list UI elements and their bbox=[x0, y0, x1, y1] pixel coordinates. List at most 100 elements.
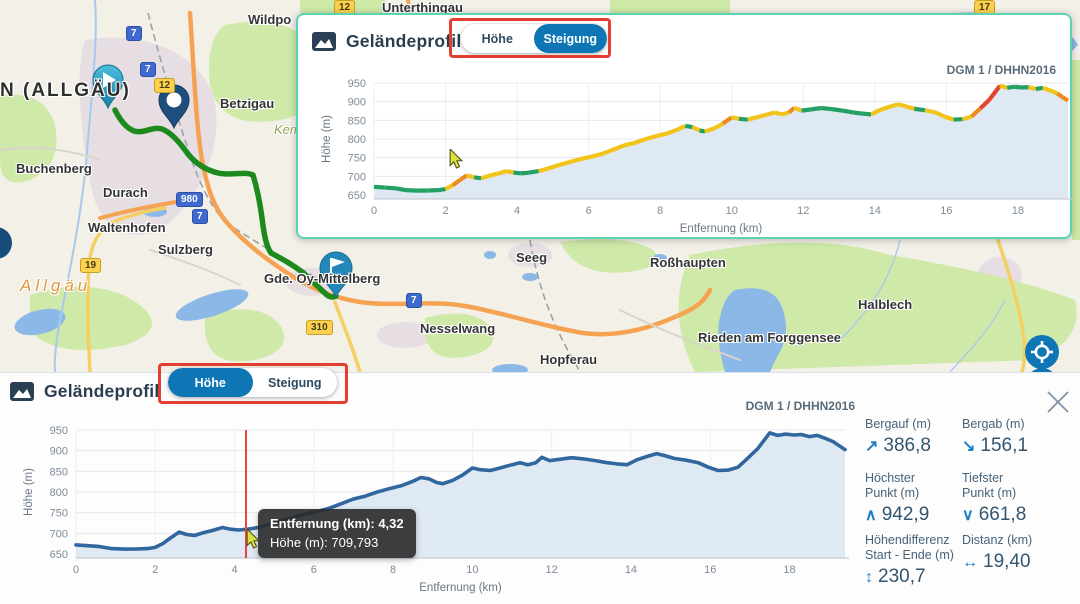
svg-text:18: 18 bbox=[1012, 205, 1024, 217]
close-panel-button[interactable] bbox=[1044, 389, 1072, 417]
map-label-halblech: Halblech bbox=[858, 297, 913, 312]
profile-mode-toggle-bottom: Höhe Steigung bbox=[168, 368, 337, 397]
svg-text:4: 4 bbox=[231, 564, 237, 576]
svg-text:800: 800 bbox=[50, 487, 68, 499]
svg-text:0: 0 bbox=[73, 564, 79, 576]
stat-value: 230,7 bbox=[878, 565, 926, 587]
map-label-betzigau: Betzigau bbox=[220, 96, 275, 111]
map-label-hopferau-south: Hopferau bbox=[540, 352, 598, 367]
svg-text:4: 4 bbox=[514, 205, 520, 217]
hoehe-tab[interactable]: Höhe bbox=[461, 24, 534, 53]
map-label-rosshaupten: Roßhaupten bbox=[650, 255, 726, 270]
terrain-profile-panel-bottom: Geländeprofil Höhe Steigung DGM 1 / DHHN… bbox=[0, 363, 1080, 604]
tooltip-elevation: Höhe (m): 709,793 bbox=[270, 535, 379, 550]
road-shield-7: 7 bbox=[192, 209, 208, 224]
svg-text:900: 900 bbox=[348, 97, 366, 109]
svg-text:12: 12 bbox=[546, 564, 558, 576]
svg-text:850: 850 bbox=[50, 466, 68, 478]
svg-text:650: 650 bbox=[50, 549, 68, 561]
svg-text:Entfernung (km): Entfernung (km) bbox=[680, 223, 763, 235]
chart-cursor-line bbox=[245, 430, 247, 558]
arrow-down-right-icon: ↘ bbox=[962, 437, 976, 455]
chart-tooltip: Entfernung (km): 4,32 Höhe (m): 709,793 bbox=[258, 509, 416, 558]
locate-button[interactable] bbox=[1025, 335, 1059, 369]
stat-hoechster-punkt: Höchster Punkt (m) ∧ 942,9 bbox=[865, 471, 961, 526]
stat-label: Bergab (m) bbox=[962, 417, 1025, 431]
svg-text:10: 10 bbox=[726, 205, 738, 217]
edge-button-partial[interactable] bbox=[0, 227, 12, 259]
map-label-rieden-am-forggensee: Rieden am Forggensee bbox=[698, 330, 842, 345]
finish-marker[interactable] bbox=[319, 251, 353, 299]
elevation-source-label: DGM 1 / DHHN2016 bbox=[745, 399, 855, 413]
svg-text:700: 700 bbox=[50, 528, 68, 540]
svg-text:12: 12 bbox=[797, 205, 809, 217]
urban-area bbox=[508, 243, 552, 267]
stat-tiefster-punkt: Tiefster Punkt (m) ∨ 661,8 bbox=[962, 471, 1058, 526]
map-label-allgaeu: Allgäu bbox=[20, 276, 92, 295]
svg-text:18: 18 bbox=[783, 564, 795, 576]
stat-label: Bergauf (m) bbox=[865, 417, 931, 431]
steigung-tab[interactable]: Steigung bbox=[253, 368, 338, 397]
stat-value: 661,8 bbox=[978, 503, 1027, 525]
svg-text:2: 2 bbox=[152, 564, 158, 576]
svg-text:14: 14 bbox=[625, 564, 637, 576]
map-label-seeg: Seeg bbox=[516, 250, 548, 265]
panel-title: Geländeprofil bbox=[44, 381, 160, 401]
chevron-down-icon: ∨ bbox=[962, 506, 974, 524]
stat-value: 19,40 bbox=[983, 550, 1031, 572]
map-label-durach: Durach bbox=[103, 185, 148, 200]
image-icon bbox=[10, 381, 34, 401]
start-marker[interactable] bbox=[92, 64, 124, 110]
slope-profile-chart[interactable]: 0 2 4 6 8 10 12 14 16 18 650 700 750 800 850 900 950 Entf… bbox=[298, 15, 1074, 241]
svg-text:Höhe (m): Höhe (m) bbox=[23, 468, 35, 516]
flag-icon bbox=[330, 258, 345, 276]
hoehe-tab[interactable]: Höhe bbox=[168, 368, 253, 397]
terrain-profile-panel-top: Geländeprofil Höhe Steigung DGM 1 / DHHN… bbox=[296, 13, 1072, 239]
stat-bergab: Bergab (m) ↘ 156,1 bbox=[962, 417, 1058, 457]
map-label-gde-oy-mittelberg: Gde. Oy-Mittelberg bbox=[264, 271, 381, 286]
stat-label: Tiefster Punkt (m) bbox=[962, 471, 1017, 500]
waypoint-dot-icon bbox=[166, 92, 182, 108]
map-label-nesselwang: Nesselwang bbox=[420, 321, 496, 336]
svg-text:8: 8 bbox=[657, 205, 663, 217]
svg-text:6: 6 bbox=[311, 564, 317, 576]
stat-label: Höchster Punkt (m) bbox=[865, 471, 920, 500]
stat-hoehendifferenz: Höhendifferenz Start - Ende (m) ↕ 230,7 bbox=[865, 533, 975, 588]
chevron-up-icon: ∧ bbox=[865, 506, 877, 524]
profile-mode-toggle-top: Höhe Steigung bbox=[461, 24, 607, 53]
road-shield-7: 7 bbox=[126, 26, 142, 41]
waypoint-marker[interactable] bbox=[158, 84, 190, 130]
steigung-tab[interactable]: Steigung bbox=[533, 24, 607, 53]
svg-text:700: 700 bbox=[348, 171, 366, 183]
svg-text:950: 950 bbox=[348, 78, 366, 90]
svg-text:750: 750 bbox=[50, 508, 68, 520]
road-shield-19: 19 bbox=[80, 258, 102, 273]
stat-label: Höhendifferenz Start - Ende (m) bbox=[865, 533, 954, 562]
road-shield-310: 310 bbox=[306, 320, 333, 335]
svg-text:850: 850 bbox=[348, 115, 366, 127]
map-label-wildpoldsried: Wildpo bbox=[248, 12, 292, 27]
svg-text:8: 8 bbox=[390, 564, 396, 576]
svg-text:950: 950 bbox=[50, 425, 68, 437]
panel-title: Geländeprofil bbox=[346, 31, 462, 51]
svg-text:2: 2 bbox=[442, 205, 448, 217]
map-label-kempter-wald: Kem bbox=[274, 122, 301, 137]
svg-text:6: 6 bbox=[586, 205, 592, 217]
close-icon bbox=[1047, 391, 1069, 413]
tooltip-distance: Entfernung (km): 4,32 bbox=[270, 516, 404, 531]
map-label-sulzberg: Sulzberg bbox=[158, 242, 213, 257]
elevation-source-label: DGM 1 / DHHN2016 bbox=[946, 63, 1056, 77]
stat-bergauf: Bergauf (m) ↗ 386,8 bbox=[865, 417, 961, 457]
road-shield-7: 7 bbox=[140, 62, 156, 77]
arrow-up-down-icon: ↕ bbox=[865, 568, 873, 586]
rivers bbox=[53, 0, 1006, 373]
image-icon bbox=[312, 31, 336, 51]
stat-value: 386,8 bbox=[883, 434, 931, 456]
map-label-unterthingau: Unterthingau bbox=[382, 0, 463, 15]
svg-text:Höhe (m): Höhe (m) bbox=[321, 115, 333, 163]
stat-value: 942,9 bbox=[881, 503, 930, 525]
svg-text:650: 650 bbox=[348, 190, 366, 202]
